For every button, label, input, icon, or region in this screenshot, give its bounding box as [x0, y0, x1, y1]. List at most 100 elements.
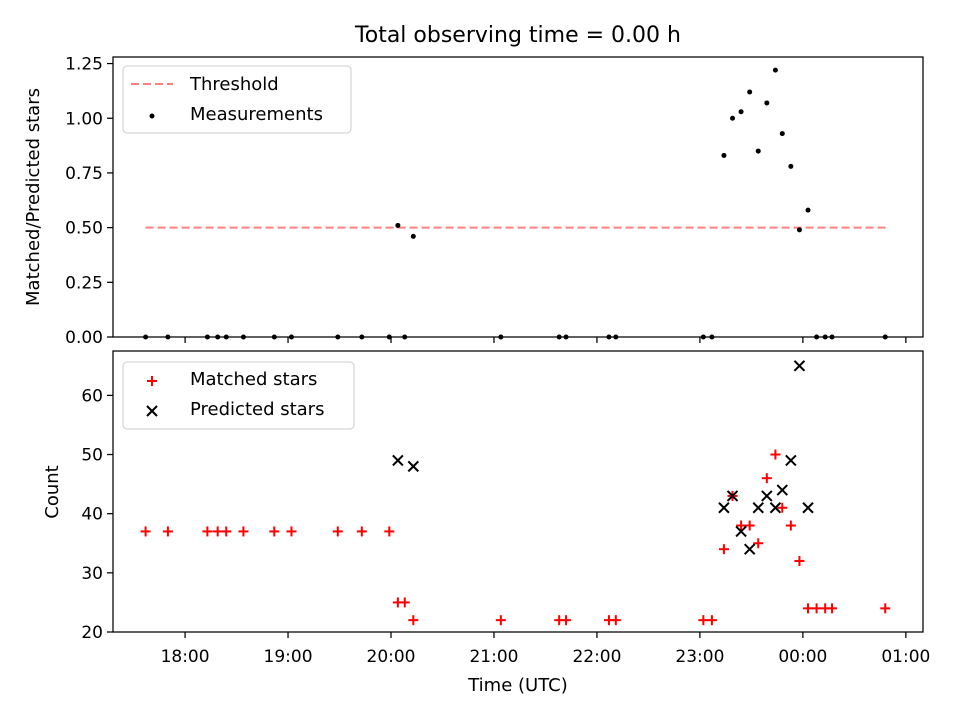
matched-star-point — [736, 520, 747, 531]
top-panel: 0.00 0.25 0.50 0.75 1.00 1.25 Matched/Predict… — [23, 55, 924, 348]
top-legend: Threshold Measurements — [122, 65, 352, 134]
top-axes-frame — [112, 56, 924, 338]
bottom-axes-frame — [112, 350, 924, 633]
bottom-y-axis-label: Count — [42, 465, 63, 518]
bottom-xtick-group: 18:00 19:00 20:00 21:00 22:00 23:00 00:00 01:00 — [161, 632, 930, 667]
xtick-label: 21:00 — [469, 647, 518, 667]
bottom-legend: Matched stars Predicted stars — [122, 361, 355, 430]
xtick-label: 01:00 — [881, 647, 930, 667]
figure-title: Total observing time = 0.00 h — [354, 23, 681, 48]
xtick-label: 18:00 — [161, 647, 210, 667]
predicted-legend-swatch — [146, 405, 158, 417]
predicted-star-point — [785, 454, 797, 467]
top-ytick-label: 0.50 — [65, 219, 103, 239]
measurement-point — [738, 109, 744, 115]
predicted-star-point — [769, 502, 782, 514]
top-plot-area — [143, 67, 888, 340]
matched-star-point — [794, 556, 805, 567]
matched-star-point — [238, 526, 249, 537]
matched-star-point — [706, 615, 717, 626]
top-y-axis-label: Matched/Predicted stars — [23, 88, 44, 306]
matched-star-point — [753, 538, 764, 549]
measurements-legend-label: Measurements — [190, 104, 323, 125]
matched-star-point — [495, 615, 506, 626]
measurement-point — [779, 131, 785, 137]
predicted-star-point — [718, 502, 730, 514]
predicted-star-point — [802, 502, 814, 514]
measurement-point — [796, 227, 802, 233]
bottom-ytick-group: 20 30 40 50 60 — [81, 386, 113, 643]
measurement-point — [764, 100, 770, 106]
matched-star-point — [212, 526, 223, 537]
predicted-legend-label: Predicted stars — [190, 399, 324, 420]
matched-star-point — [698, 615, 709, 626]
predicted-star-point — [726, 490, 739, 502]
xtick-label: 19:00 — [264, 647, 313, 667]
bottom-ytick-label: 20 — [81, 623, 103, 643]
matched-star-point — [827, 603, 838, 614]
matched-star-point — [408, 615, 419, 626]
matched-star-point — [286, 526, 297, 537]
top-ytick-label: 1.00 — [65, 109, 103, 129]
matched-star-point — [785, 520, 796, 531]
predicted-star-point — [761, 490, 773, 502]
bottom-ytick-label: 60 — [81, 386, 103, 406]
top-ytick-label: 0.75 — [65, 164, 103, 184]
measurement-point — [747, 89, 753, 95]
top-ytick-label: 0.25 — [65, 273, 103, 293]
matched-star-point — [610, 615, 621, 626]
measurement-point — [788, 163, 794, 169]
matched-star-point — [332, 526, 343, 537]
measurements-legend-swatch — [149, 113, 155, 119]
matched-star-point — [140, 526, 151, 537]
bottom-ytick-label: 50 — [81, 446, 103, 466]
measurement-point — [730, 115, 736, 121]
xtick-label: 20:00 — [367, 647, 416, 667]
measurement-point — [410, 233, 416, 239]
predicted-star-point — [392, 454, 404, 467]
predicted-star-point — [776, 484, 788, 496]
x-axis-label: Time (UTC) — [467, 675, 568, 696]
bottom-plot-area — [140, 360, 891, 626]
top-ytick-group: 0.00 0.25 0.50 0.75 1.00 1.25 — [65, 55, 113, 348]
matched-star-point — [803, 603, 814, 614]
matched-star-point — [811, 603, 822, 614]
top-xtick-group — [184, 337, 907, 343]
measurement-point — [772, 67, 778, 73]
matched-star-point — [162, 526, 173, 537]
bottom-panel: 20 30 40 50 60 18:00 19:00 20:00 21:00 22:00 23:0… — [42, 350, 930, 696]
matched-star-point — [770, 449, 781, 460]
predicted-star-point — [752, 502, 764, 514]
measurement-point — [805, 207, 811, 213]
matched-star-point — [744, 520, 755, 531]
xtick-label: 22:00 — [572, 647, 621, 667]
matched-star-point — [202, 526, 213, 537]
measurement-point — [395, 222, 401, 228]
top-ytick-label: 0.00 — [65, 328, 103, 348]
predicted-star-point — [735, 525, 747, 538]
matched-star-point — [777, 502, 788, 513]
matched-legend-label: Matched stars — [190, 369, 317, 390]
measurement-point — [755, 148, 761, 154]
matched-star-point — [221, 526, 232, 537]
matched-star-point — [269, 526, 280, 537]
matched-star-point — [561, 615, 572, 626]
top-legend-frame — [122, 65, 352, 134]
threshold-legend-label: Threshold — [189, 74, 279, 95]
bottom-ytick-label: 40 — [81, 505, 103, 525]
bottom-ytick-label: 30 — [81, 564, 103, 584]
predicted-star-point — [407, 460, 420, 473]
matched-legend-swatch — [147, 376, 157, 386]
measurement-point — [721, 152, 727, 158]
matched-star-point — [718, 544, 729, 555]
matched-star-point — [384, 526, 395, 537]
xtick-label: 00:00 — [778, 647, 827, 667]
top-ytick-label: 1.25 — [65, 55, 103, 75]
matched-star-point — [356, 526, 367, 537]
matched-star-point — [399, 597, 410, 608]
matched-star-point — [880, 603, 891, 614]
bottom-legend-frame — [122, 361, 355, 430]
predicted-star-point — [743, 543, 756, 555]
matched-star-point — [761, 473, 772, 484]
